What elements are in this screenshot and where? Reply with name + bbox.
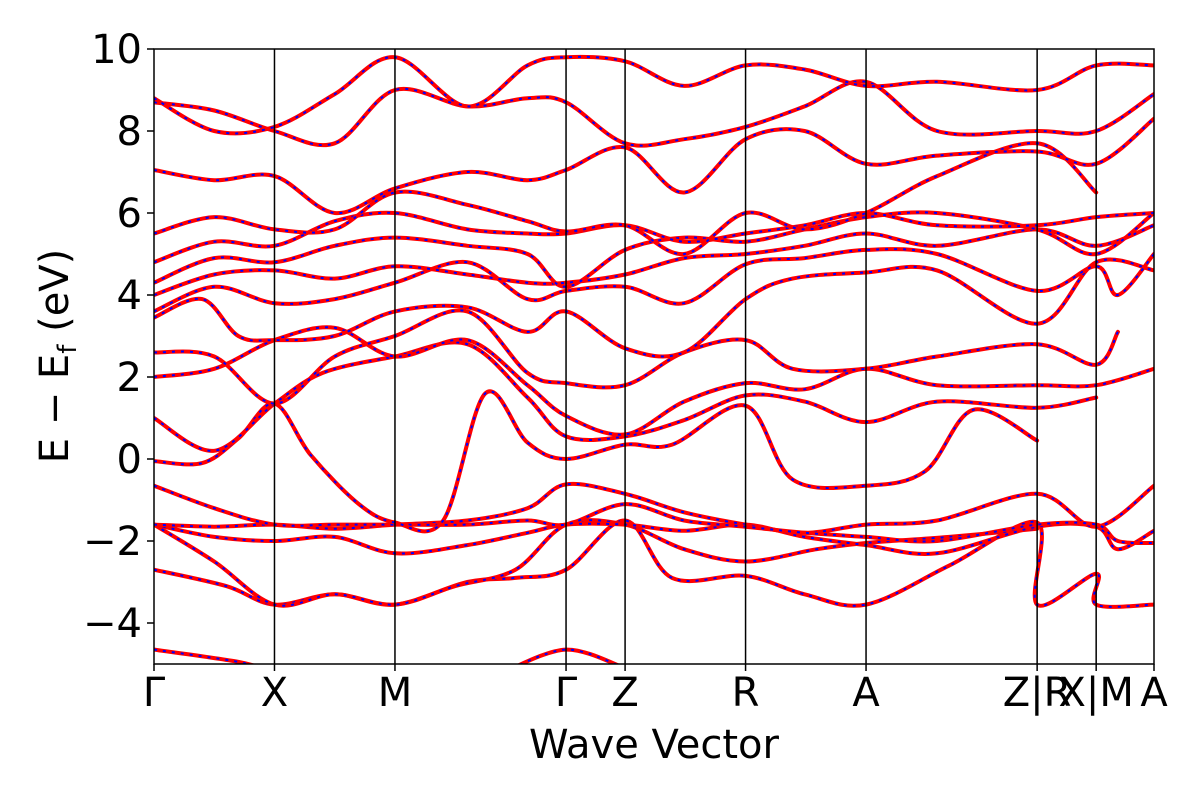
- x-axis-ticks: Γ X M Γ Z R A Z|RX|M A: [143, 664, 1168, 716]
- band-overlay-10: [154, 309, 1119, 405]
- x-tick-label-6: A: [852, 670, 880, 716]
- band-overlay-5: [154, 482, 1154, 534]
- y-tick-label-5: 0: [117, 437, 142, 483]
- y-axis-label-prefix: E − E: [32, 354, 78, 464]
- band-line-14: [154, 210, 1154, 289]
- band-overlay-11: [154, 258, 1154, 358]
- y-axis-label-subscript: f: [53, 344, 83, 354]
- x-tick-label-2: M: [378, 670, 413, 716]
- x-tick-label-9: A: [1140, 670, 1168, 716]
- band-overlay-1: [519, 648, 618, 664]
- x-tick-label-5: R: [732, 670, 760, 716]
- band-overlay-15: [154, 211, 1154, 264]
- y-tick-label-0: 10: [91, 27, 142, 73]
- band-line-3: [154, 518, 1040, 608]
- band-overlay-18: [154, 80, 1154, 147]
- x-tick-label-1: X: [261, 670, 288, 716]
- y-axis-label: E − Ef (eV): [32, 249, 83, 464]
- high-symmetry-lines: [273, 49, 1097, 664]
- y-tick-label-4: 2: [117, 355, 142, 401]
- y-tick-label-6: −2: [83, 519, 142, 565]
- x-axis-label: Wave Vector: [529, 722, 780, 768]
- band-overlay-12: [154, 248, 1154, 313]
- band-line-10: [154, 308, 1120, 406]
- band-overlay-8: [154, 341, 1097, 452]
- x-tick-label-7: Z|R: [1003, 670, 1072, 716]
- x-tick-label-4: Z: [611, 670, 638, 716]
- band-line-17: [154, 116, 1154, 216]
- x-tick-label-3: Γ: [555, 670, 578, 716]
- band-lines: [154, 54, 1154, 664]
- band-overlay-0: [154, 648, 253, 664]
- band-overlay-16: [154, 142, 1097, 256]
- y-axis-ticks: 10 8 6 4 2 0 −2 −4: [83, 27, 154, 647]
- x-tick-label-0: Γ: [143, 670, 166, 716]
- x-tick-label-8: X|M: [1058, 670, 1133, 716]
- band-overlay-3: [154, 519, 1038, 607]
- band-overlay-4: [154, 522, 1154, 555]
- plot-frame: [153, 48, 1155, 665]
- y-tick-label-7: −4: [83, 601, 142, 647]
- band-overlay-7: [154, 390, 1038, 533]
- y-axis-label-suffix: (eV): [32, 249, 78, 345]
- band-overlay-13: [154, 224, 1154, 296]
- band-overlay-19: [154, 55, 1154, 135]
- band-overlay-2: [154, 519, 1154, 608]
- y-tick-label-1: 8: [117, 109, 142, 155]
- y-tick-label-2: 6: [117, 191, 142, 237]
- y-tick-label-3: 4: [117, 273, 142, 319]
- band-line-19: [154, 54, 1154, 136]
- band-line-12: [154, 247, 1154, 314]
- band-overlay-9: [154, 326, 1154, 436]
